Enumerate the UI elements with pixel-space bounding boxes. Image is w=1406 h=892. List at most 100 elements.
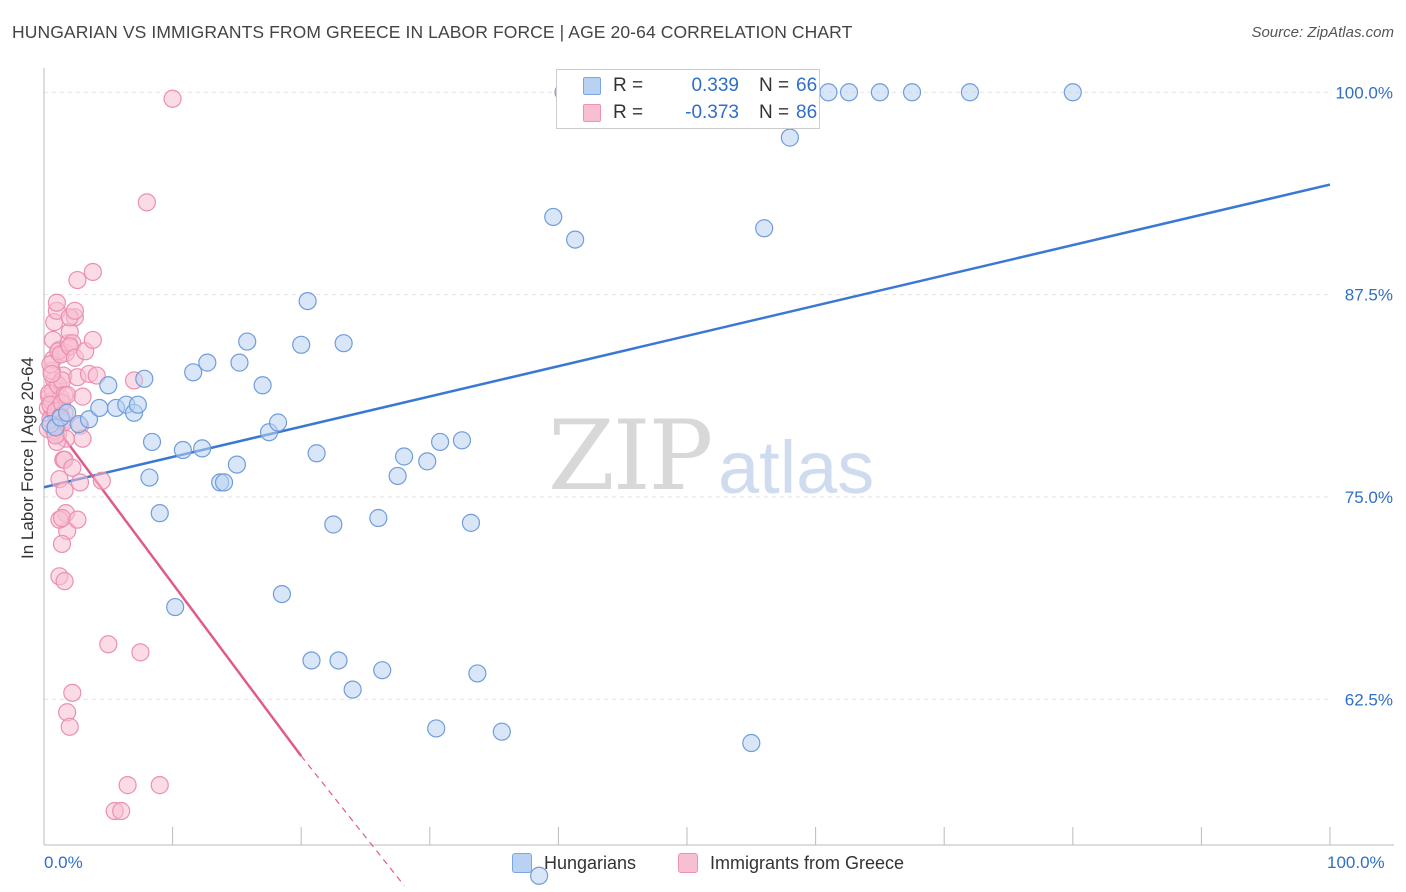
legend-r-label: R = — [613, 102, 644, 123]
point-greece — [131, 643, 150, 662]
chart-title: HUNGARIAN VS IMMIGRANTS FROM GREECE IN L… — [12, 22, 853, 42]
point-hungarian — [230, 353, 249, 372]
point-hungarian — [819, 83, 838, 102]
legend-swatch-pink — [583, 104, 601, 122]
point-hungarian — [173, 440, 192, 460]
point-hungarian — [839, 83, 859, 102]
point-hungarian — [742, 733, 761, 753]
axes — [43, 68, 1394, 846]
point-greece — [63, 683, 82, 702]
point-hungarian — [166, 597, 185, 617]
bottom-legend-swatch-pink — [678, 853, 698, 873]
point-greece — [83, 262, 102, 282]
point-hungarian — [307, 444, 326, 463]
point-greece — [70, 473, 90, 492]
source-credit: Source: ZipAtlas.com — [1251, 24, 1394, 41]
point-hungarian — [544, 207, 563, 227]
point-greece — [137, 193, 156, 212]
point-greece — [150, 776, 169, 795]
point-hungarian — [90, 398, 109, 418]
y-tick-label: 62.5% — [1345, 690, 1393, 709]
point-hungarian — [530, 866, 549, 885]
point-greece — [68, 270, 87, 290]
bottom-legend-swatch-blue — [512, 853, 532, 873]
point-hungarian — [755, 219, 774, 238]
point-greece — [42, 364, 61, 384]
x-tick-label-min: 0.0% — [44, 853, 83, 872]
point-greece — [52, 534, 72, 554]
y-axis-title: In Labor Force | Age 20-64 — [18, 357, 37, 559]
series-greece-points — [38, 89, 182, 821]
point-hungarian — [418, 452, 437, 471]
point-greece — [112, 801, 131, 821]
point-greece — [47, 293, 66, 312]
legend-n-value: 66 — [796, 75, 818, 96]
y-tick-label: 87.5% — [1345, 286, 1393, 305]
point-hungarian — [902, 83, 922, 102]
point-greece — [92, 471, 111, 490]
trend-line-greece-extension — [300, 755, 405, 886]
point-greece — [163, 89, 182, 108]
point-hungarian — [135, 369, 154, 388]
legend-swatch-blue — [583, 77, 601, 95]
point-hungarian — [492, 722, 511, 741]
y-tick-label: 75.0% — [1345, 488, 1393, 507]
point-hungarian — [238, 332, 257, 351]
point-hungarian — [193, 439, 212, 458]
legend-n-label: N = — [759, 75, 790, 96]
point-hungarian — [198, 353, 217, 372]
gridlines — [44, 91, 1330, 700]
point-hungarian — [343, 680, 362, 699]
point-greece — [83, 330, 102, 350]
point-greece — [118, 776, 137, 795]
point-hungarian — [780, 128, 799, 147]
point-greece — [55, 572, 74, 591]
point-hungarian — [227, 455, 246, 474]
y-tick-labels: 100.0% 87.5% 75.0% 62.5% — [1335, 83, 1393, 709]
point-hungarian — [369, 508, 388, 528]
point-hungarian — [870, 83, 890, 102]
x-tick-label-max: 100.0% — [1327, 853, 1385, 872]
point-hungarian — [253, 376, 272, 395]
point-greece — [68, 510, 87, 529]
watermark-atlas: atlas — [718, 426, 875, 509]
point-hungarian — [140, 468, 159, 487]
point-greece — [58, 385, 77, 405]
bottom-legend-label: Immigrants from Greece — [710, 853, 905, 873]
legend-r-value: 0.339 — [691, 75, 739, 96]
point-greece — [73, 387, 92, 406]
y-tick-label: 100.0% — [1335, 83, 1393, 102]
point-greece — [65, 301, 84, 320]
point-hungarian — [292, 335, 311, 354]
point-hungarian — [427, 719, 446, 738]
point-greece — [99, 635, 118, 654]
bottom-legend-label: Hungarians — [544, 853, 637, 873]
correlation-legend: R = 0.339 N = 66 R = -0.373 N = 86 — [556, 69, 820, 129]
point-hungarian — [184, 363, 203, 382]
point-hungarian — [142, 432, 162, 452]
point-hungarian — [461, 513, 481, 532]
point-hungarian — [324, 515, 343, 534]
point-hungarian — [268, 413, 288, 432]
point-hungarian — [58, 403, 77, 422]
point-greece — [63, 458, 82, 477]
legend-r-label: R = — [613, 75, 644, 96]
trend-lines — [42, 183, 1331, 886]
series-hungarians-points — [41, 83, 1082, 885]
point-greece — [60, 717, 79, 736]
point-hungarian — [150, 504, 169, 523]
point-hungarian — [272, 584, 292, 604]
legend-n-label: N = — [759, 102, 790, 123]
point-hungarian — [468, 664, 487, 683]
legend-r-value: -0.373 — [685, 102, 739, 123]
legend-n-value: 86 — [796, 102, 818, 123]
point-greece — [87, 366, 106, 385]
point-hungarian — [79, 410, 99, 429]
point-hungarian — [430, 432, 450, 452]
point-hungarian — [373, 661, 392, 680]
point-hungarian — [128, 395, 147, 414]
point-hungarian — [452, 431, 472, 450]
point-hungarian — [1063, 83, 1082, 102]
point-hungarian — [388, 466, 407, 486]
